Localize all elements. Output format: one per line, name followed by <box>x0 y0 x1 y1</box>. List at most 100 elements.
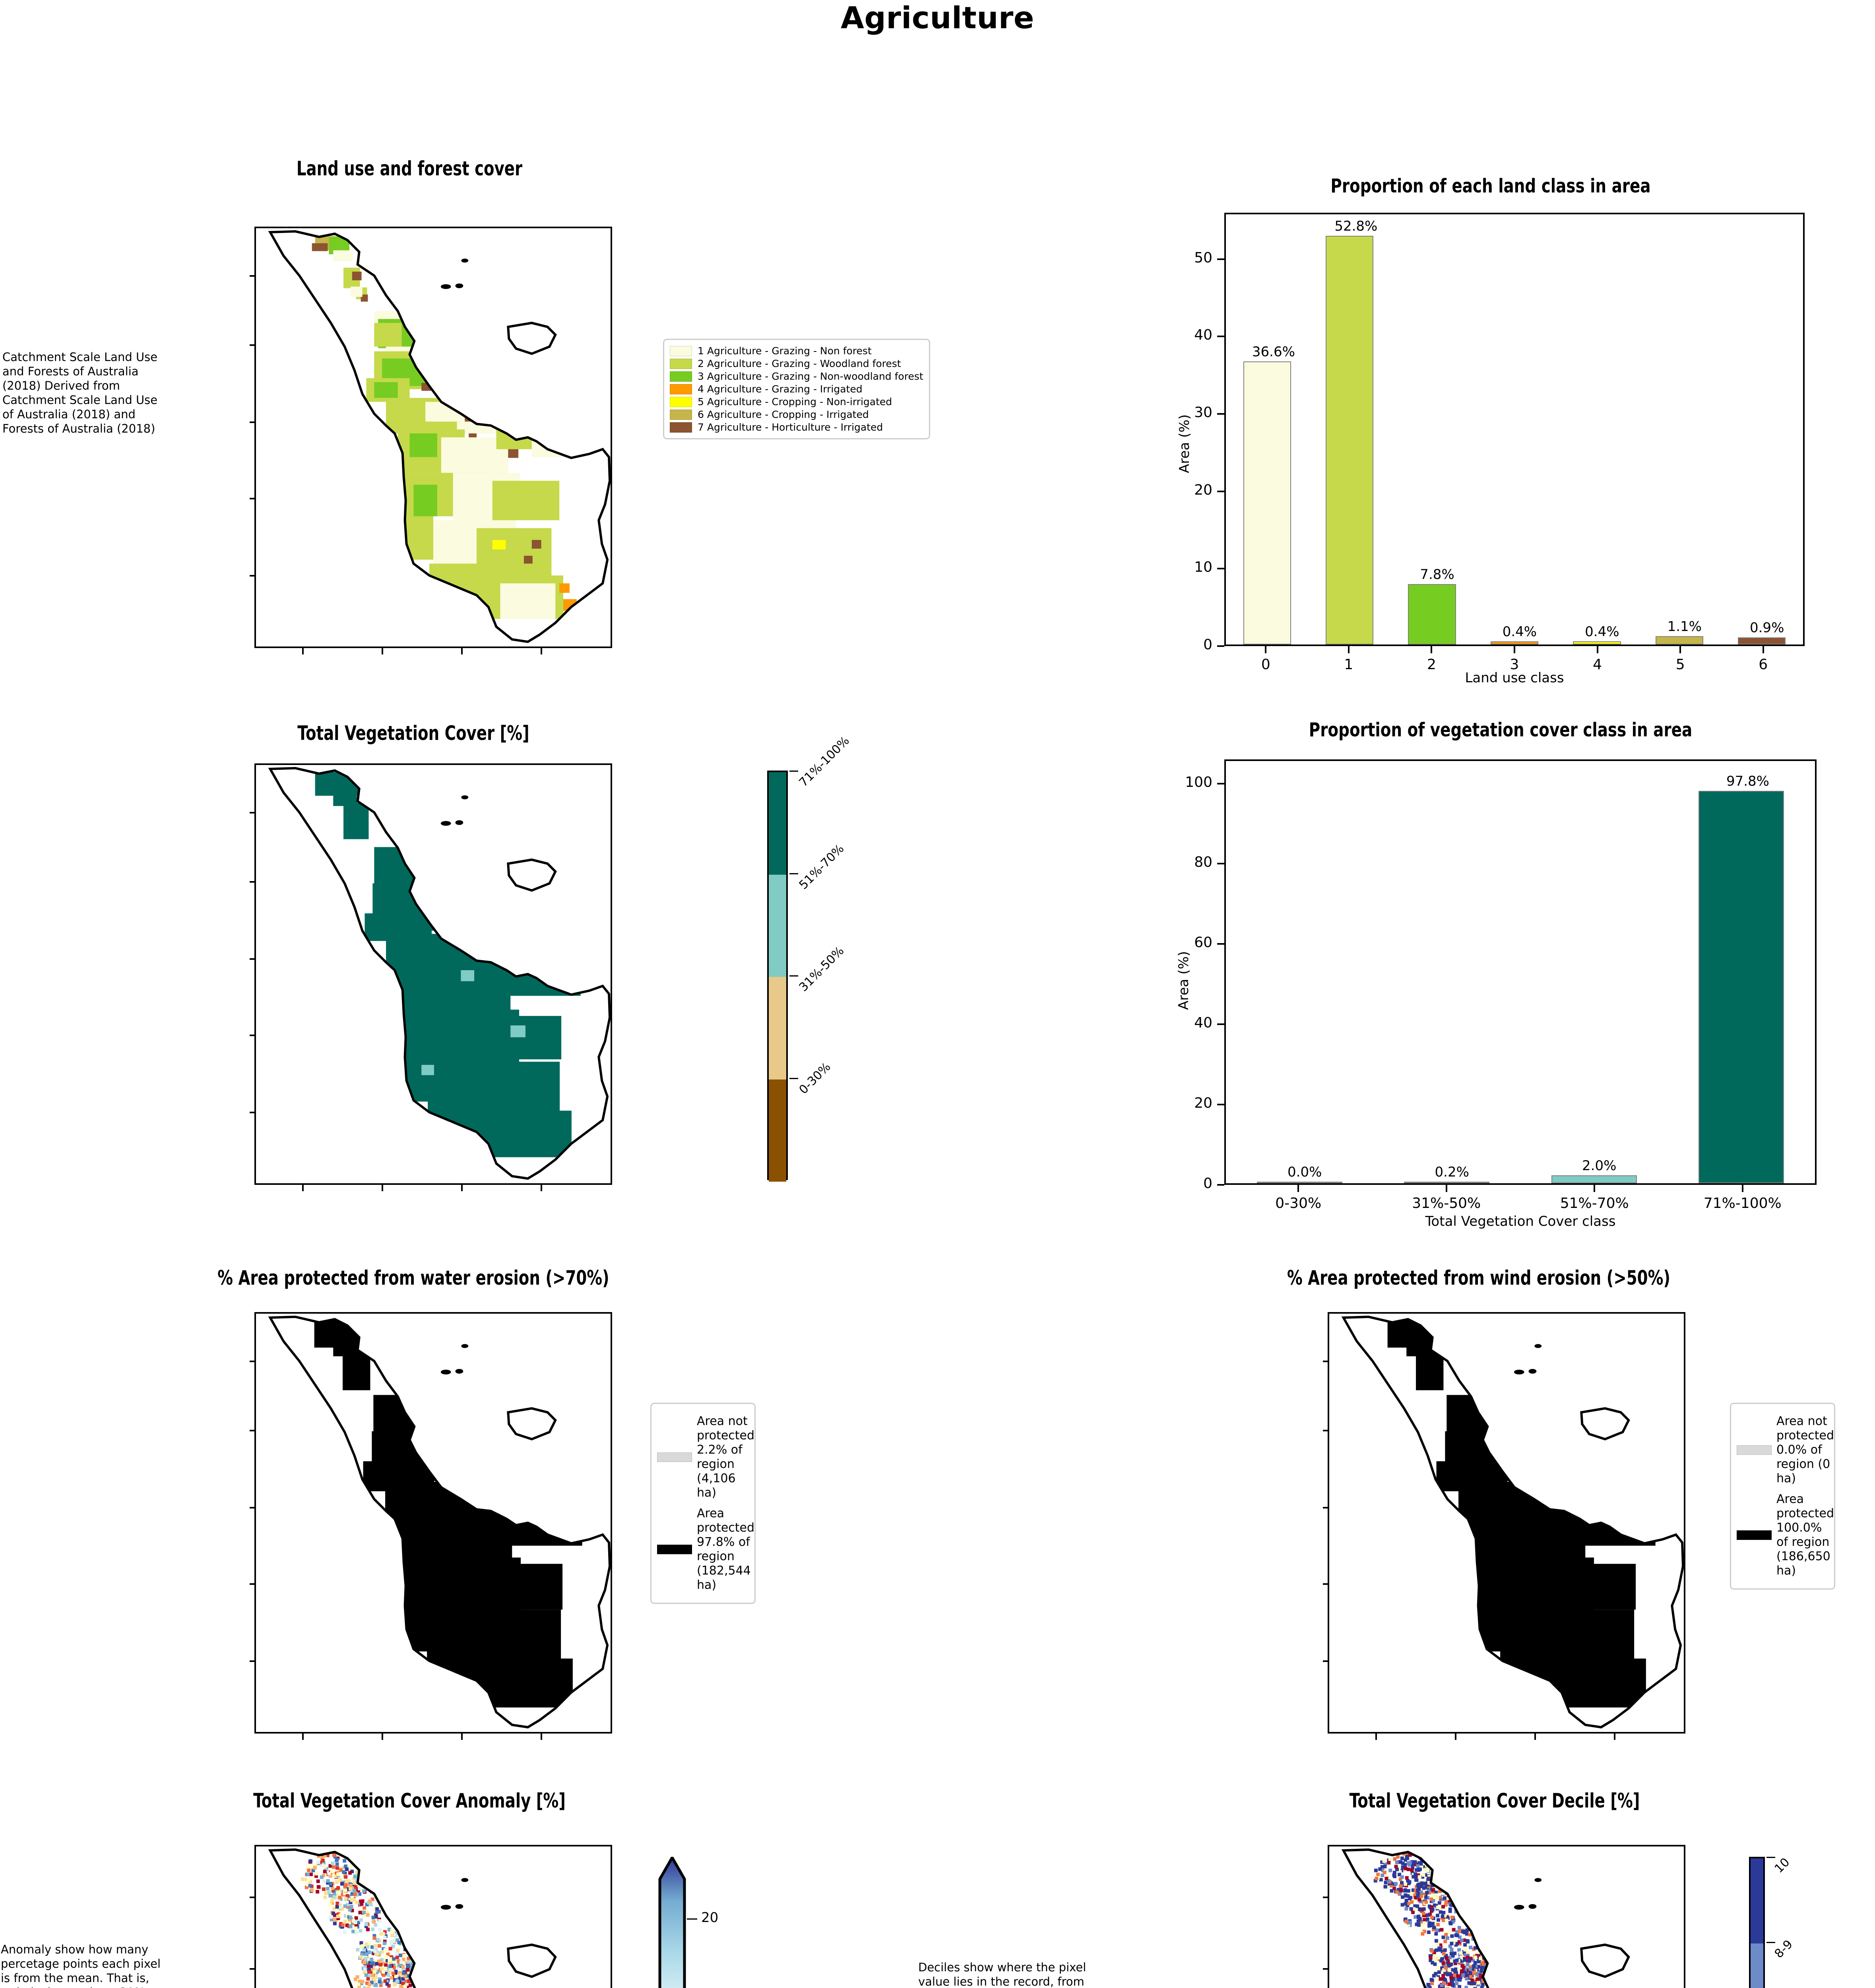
veg-class-bar[interactable]: 2.0% <box>1551 1158 1637 1183</box>
land-class-ytick-label: 10 <box>1194 559 1212 576</box>
decile-colorbar-segment <box>1751 1858 1763 1943</box>
wind-erosion-map[interactable] <box>1328 1312 1685 1734</box>
veg-class-chart[interactable]: Proportion of vegetation cover class in … <box>1153 716 1848 1237</box>
veg-class-xtick-label: 71%-100% <box>1703 1195 1782 1211</box>
land-use-legend-swatch <box>670 384 692 394</box>
veg-class-bar-value: 97.8% <box>1726 773 1769 789</box>
veg-cover-colorbar-segment <box>769 977 786 1079</box>
land-use-legend-item[interactable]: 4 Agriculture - Grazing - Irrigated <box>670 383 923 395</box>
veg-class-ylabel: Area (%) <box>1176 951 1192 1010</box>
veg-class-ytick-mark <box>1217 943 1224 945</box>
land-class-ytick-mark <box>1217 490 1224 492</box>
veg-class-xtick-label: 51%-70% <box>1560 1195 1629 1211</box>
land-class-bar[interactable]: 1.1% <box>1655 619 1703 645</box>
veg-cover-map-title: Total Vegetation Cover [%] <box>297 722 529 745</box>
wind-erosion-legend[interactable]: Area not protected 0.0% of region (0 ha)… <box>1730 1403 1835 1590</box>
wind-erosion-legend-item[interactable]: Area protected 100.0% of region (186,650… <box>1737 1492 1834 1578</box>
land-use-map-title: Land use and forest cover <box>296 157 523 180</box>
wind-erosion-legend-item[interactable]: Area not protected 0.0% of region (0 ha) <box>1737 1414 1834 1486</box>
inland-lake-outline <box>507 322 557 355</box>
water-erosion-map-title: % Area protected from water erosion (>70… <box>217 1266 609 1289</box>
water-erosion-raster <box>268 1315 611 1729</box>
land-use-map[interactable] <box>254 227 612 648</box>
land-use-legend-label: 7 Agriculture - Horticulture - Irrigated <box>698 421 883 433</box>
water-erosion-legend-swatch <box>657 1545 692 1554</box>
anomaly-colorbar-label: 20 <box>701 1909 719 1926</box>
decile-colorbar-tick <box>1766 1942 1775 1943</box>
land-class-xtick-label: 0 <box>1261 656 1270 673</box>
anomaly-colorbar-tick <box>687 1918 697 1920</box>
land-use-legend-item[interactable]: 7 Agriculture - Horticulture - Irrigated <box>670 421 923 433</box>
land-class-bar-slot: 52.8% <box>1308 214 1390 645</box>
decile-colorbar[interactable]: 108-94-72-31 <box>1749 1845 1875 1988</box>
veg-class-bar-slot: 2.0% <box>1520 761 1668 1183</box>
veg-class-bar[interactable]: 97.8% <box>1699 773 1784 1183</box>
land-class-xtick-mark <box>1348 646 1350 653</box>
land-class-ylabel: Area (%) <box>1177 414 1192 473</box>
veg-class-ytick-label: 20 <box>1194 1095 1212 1112</box>
land-class-ytick-label: 30 <box>1194 404 1212 421</box>
veg-cover-map-canvas <box>268 767 611 1180</box>
land-use-legend[interactable]: 1 Agriculture - Grazing - Non forest 2 Ag… <box>663 339 930 439</box>
land-class-bar-value: 1.1% <box>1667 618 1702 635</box>
water-erosion-map[interactable] <box>254 1312 612 1734</box>
veg-cover-colorbar-segment <box>769 874 786 977</box>
decile-colorbar-tick <box>1766 1857 1775 1858</box>
anomaly-colorbar[interactable]: 20100−10−20 <box>658 1845 785 1988</box>
anomaly-map-title: Total Vegetation Cover Anomaly [%] <box>253 1789 566 1812</box>
land-class-xtick-mark <box>1596 646 1598 653</box>
land-class-bar[interactable]: 52.8% <box>1325 218 1377 645</box>
land-use-legend-item[interactable]: 6 Agriculture - Cropping - Irrigated <box>670 409 923 420</box>
land-use-legend-swatch <box>670 422 692 433</box>
veg-class-bar-value: 0.2% <box>1435 1164 1469 1180</box>
veg-cover-colorbar-tick <box>789 771 798 772</box>
land-class-bar[interactable]: 0.9% <box>1738 620 1786 645</box>
land-class-bar[interactable]: 7.8% <box>1408 567 1456 645</box>
anomaly-map[interactable] <box>254 1845 612 1988</box>
veg-class-xtick-mark <box>1445 1185 1447 1192</box>
veg-class-ytick-label: 0 <box>1203 1175 1212 1192</box>
water-erosion-legend[interactable]: Area not protected 2.2% of region (4,106… <box>650 1403 756 1604</box>
land-class-ytick-mark <box>1217 568 1224 570</box>
land-class-bar-value: 7.8% <box>1420 567 1454 583</box>
veg-class-bar-slot: 97.8% <box>1668 761 1815 1183</box>
veg-cover-colorbar-tick <box>789 873 798 874</box>
land-class-ytick-mark <box>1217 413 1224 415</box>
land-class-xtick-mark <box>1762 646 1764 653</box>
veg-cover-colorbar-label: 71%-100% <box>796 734 852 790</box>
land-use-legend-label: 1 Agriculture - Grazing - Non forest <box>698 345 872 357</box>
veg-class-ytick-mark <box>1217 863 1224 865</box>
decile-side-note: Deciles show where the pixel value lies … <box>918 1961 1086 1988</box>
veg-cover-map[interactable] <box>254 763 612 1185</box>
land-class-bar-slot: 0.4% <box>1473 214 1555 645</box>
land-use-legend-item[interactable]: 2 Agriculture - Grazing - Woodland fores… <box>670 358 923 369</box>
veg-cover-colorbar-tick <box>789 1077 798 1079</box>
land-use-legend-swatch <box>670 371 692 382</box>
decile-map-title: Total Vegetation Cover Decile [%] <box>1349 1789 1640 1812</box>
land-class-bar[interactable]: 36.6% <box>1243 344 1295 645</box>
land-class-xlabel: Land use class <box>1465 670 1564 686</box>
land-class-xtick-label: 2 <box>1427 656 1436 673</box>
land-use-legend-label: 6 Agriculture - Cropping - Irrigated <box>698 409 869 420</box>
decile-colorbar-label: 10 <box>1772 1855 1793 1876</box>
veg-class-bar-value: 0.0% <box>1287 1164 1322 1180</box>
water-erosion-legend-item[interactable]: Area protected 97.8% of region (182,544 … <box>657 1507 754 1592</box>
land-class-chart[interactable]: Proportion of each land class in area 36… <box>1153 171 1828 686</box>
land-use-legend-item[interactable]: 1 Agriculture - Grazing - Non forest <box>670 345 923 357</box>
land-class-ytick-label: 0 <box>1203 637 1212 653</box>
land-use-legend-item[interactable]: 3 Agriculture - Grazing - Non-woodland f… <box>670 371 923 382</box>
land-use-legend-item[interactable]: 5 Agriculture - Cropping - Non-irrigated <box>670 396 923 408</box>
veg-class-bar[interactable]: 0.0% <box>1256 1164 1342 1183</box>
water-erosion-legend-item[interactable]: Area not protected 2.2% of region (4,106… <box>657 1414 754 1500</box>
anomaly-side-note: Anomaly show how many percetage points e… <box>1 1943 161 1988</box>
land-class-bar-slot: 36.6% <box>1226 214 1308 645</box>
land-use-legend-label: 3 Agriculture - Grazing - Non-woodland f… <box>698 371 923 382</box>
land-class-bar-value: 0.4% <box>1585 624 1619 640</box>
anomaly-raster <box>268 1848 557 1988</box>
veg-class-bar[interactable]: 0.2% <box>1404 1164 1490 1183</box>
wind-erosion-legend-label: Area protected 100.0% of region (186,650… <box>1776 1492 1834 1578</box>
decile-map[interactable] <box>1328 1845 1685 1988</box>
land-class-bar[interactable]: 0.4% <box>1490 624 1539 645</box>
land-class-bar[interactable]: 0.4% <box>1573 624 1621 645</box>
veg-cover-colorbar[interactable]: 71%-100% 51%-70% 31%-50% 0-30% <box>767 734 926 1185</box>
